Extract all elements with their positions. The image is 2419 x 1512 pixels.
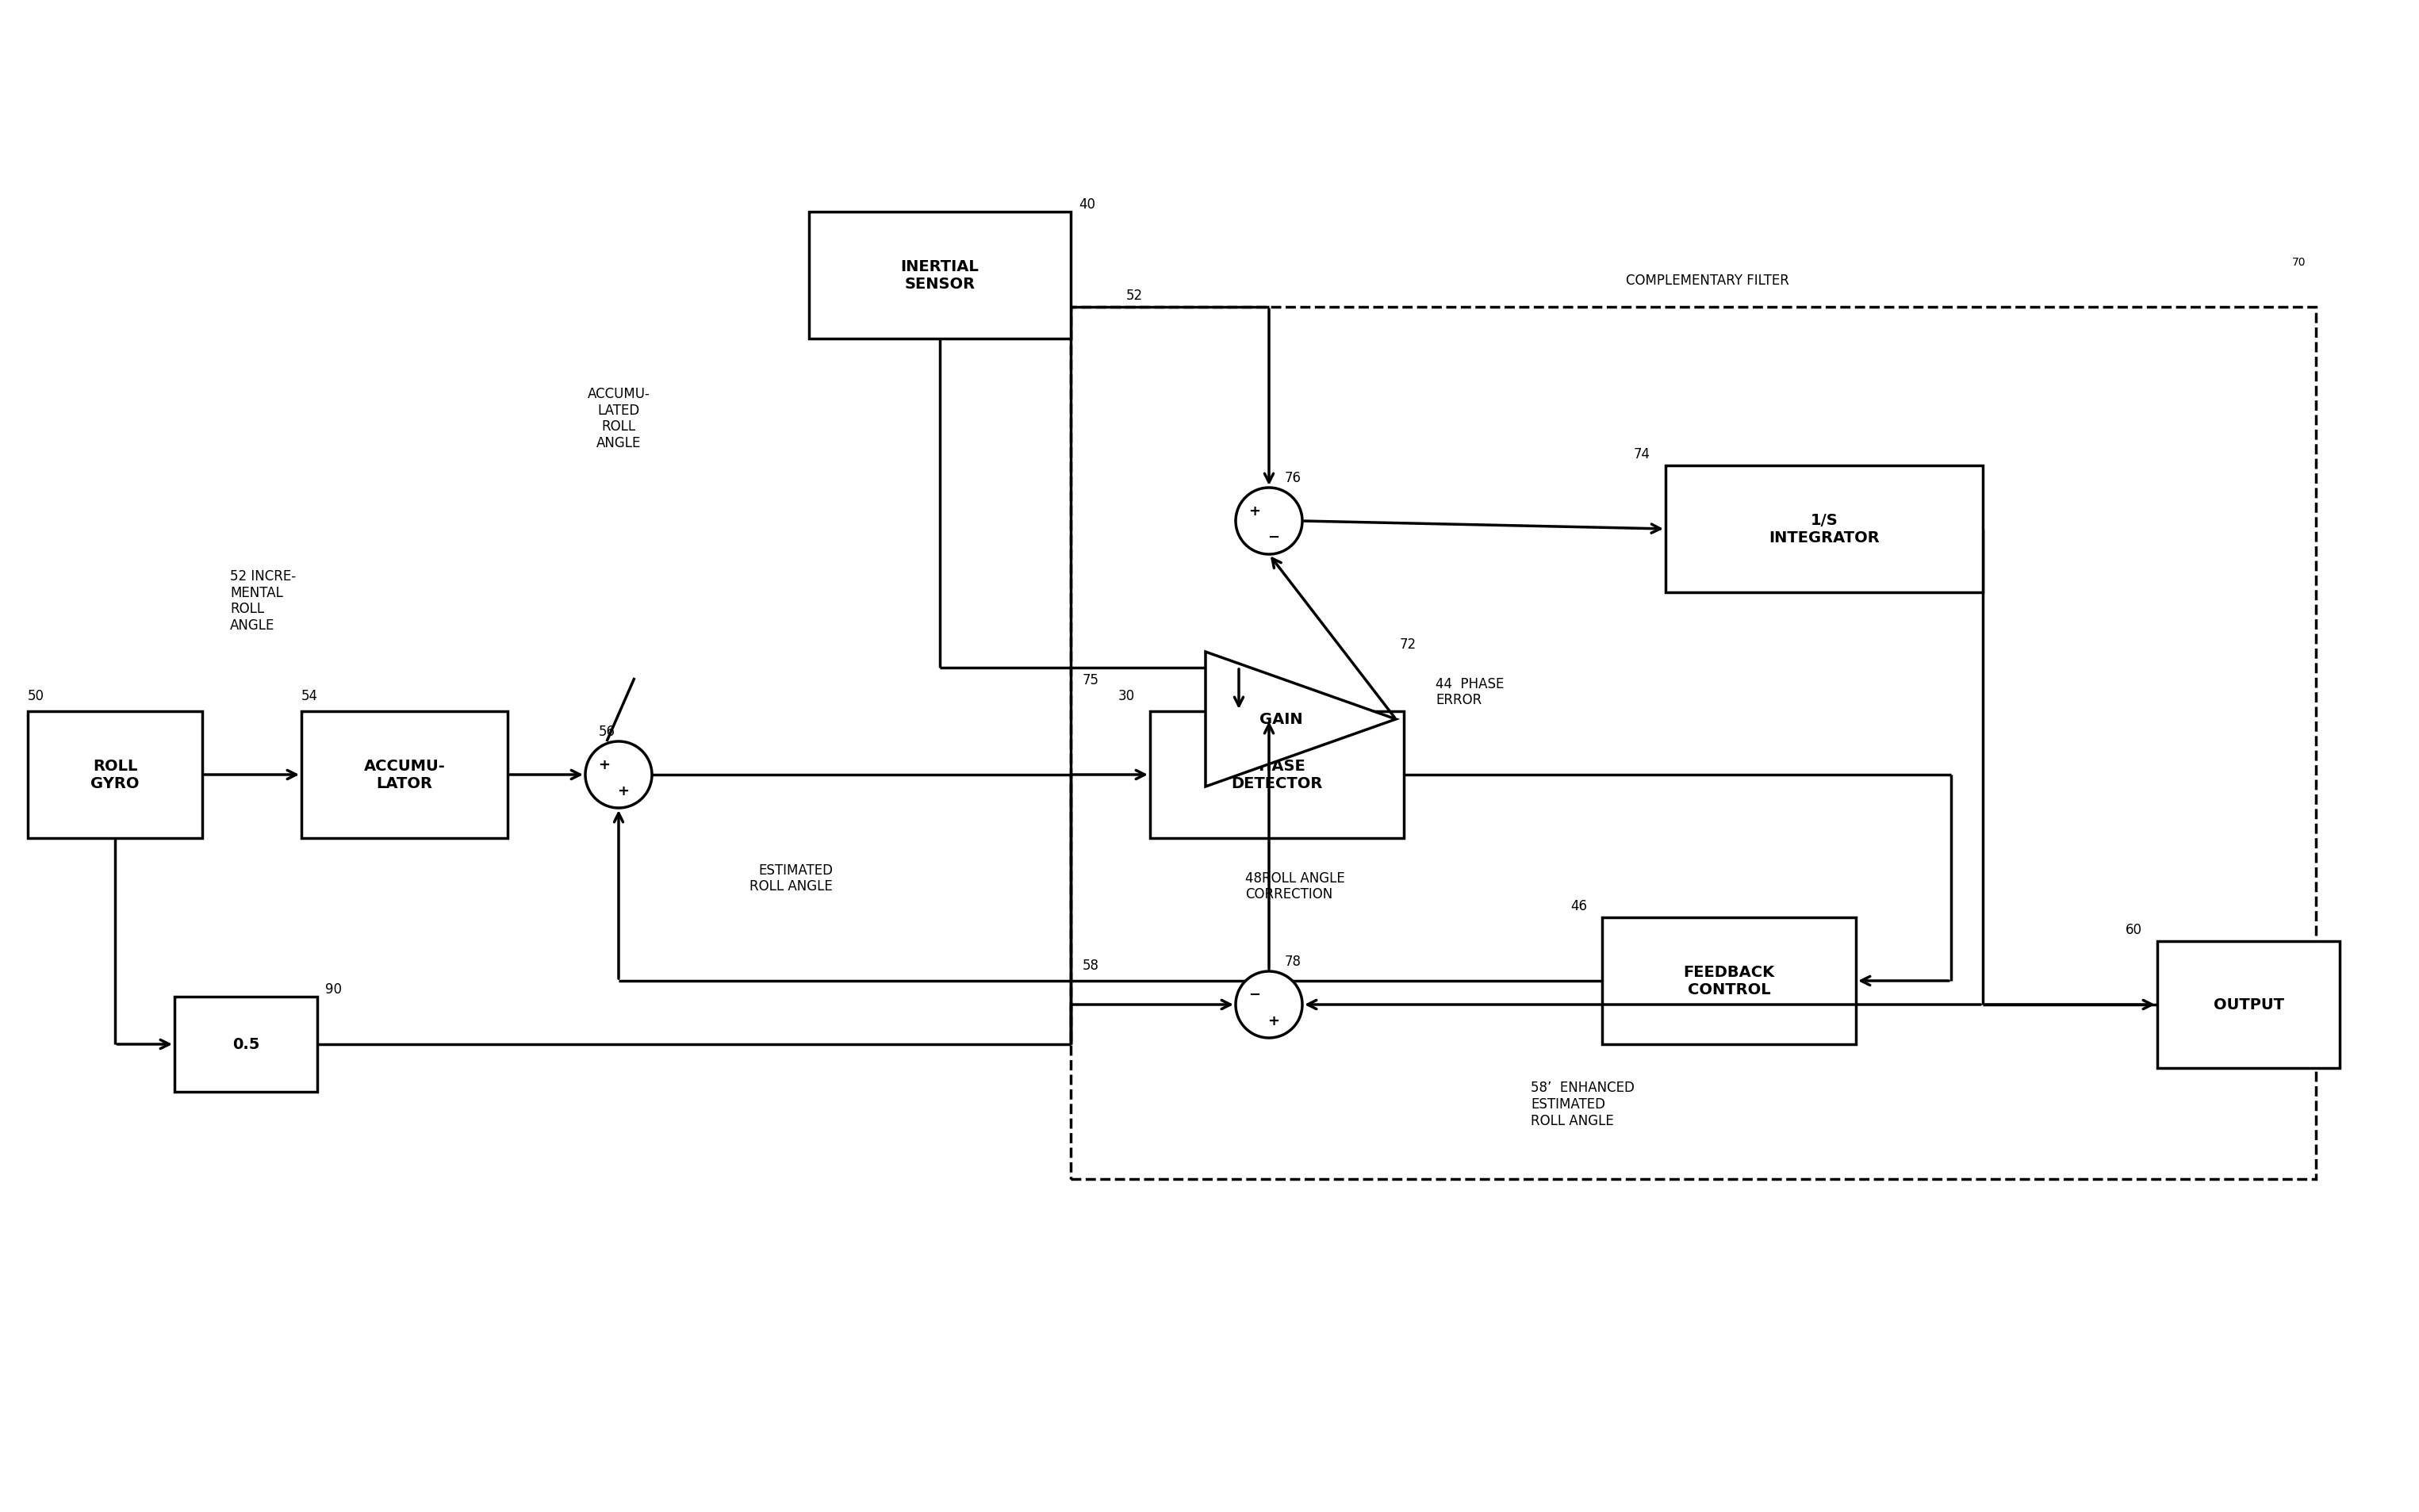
Text: 58’  ENHANCED
ESTIMATED
ROLL ANGLE: 58’ ENHANCED ESTIMATED ROLL ANGLE xyxy=(1531,1080,1635,1128)
Text: +: + xyxy=(1268,1013,1280,1028)
Bar xyxy=(1072,307,2315,1179)
Circle shape xyxy=(1236,972,1301,1039)
Text: FEEDBACK
CONTROL: FEEDBACK CONTROL xyxy=(1684,965,1776,998)
Text: 58: 58 xyxy=(1084,959,1098,972)
Text: 72: 72 xyxy=(1401,637,1418,652)
Text: ROLL
GYRO: ROLL GYRO xyxy=(90,759,140,791)
Bar xyxy=(1667,466,1984,593)
Bar xyxy=(808,212,1072,339)
Text: −: − xyxy=(1248,987,1260,1001)
Text: 75: 75 xyxy=(1084,673,1098,686)
Bar xyxy=(1149,712,1403,839)
Text: INERTIAL
SENSOR: INERTIAL SENSOR xyxy=(900,260,980,292)
Text: 44  PHASE
ERROR: 44 PHASE ERROR xyxy=(1434,676,1505,708)
Text: 1/S
INTEGRATOR: 1/S INTEGRATOR xyxy=(1768,513,1880,546)
Text: 74: 74 xyxy=(1633,448,1650,461)
Text: 46: 46 xyxy=(1570,898,1587,913)
Text: 50: 50 xyxy=(27,688,44,703)
Text: +: + xyxy=(1248,503,1260,519)
Text: 78: 78 xyxy=(1284,954,1301,968)
Text: +: + xyxy=(597,758,610,771)
Text: 48ROLL ANGLE
CORRECTION: 48ROLL ANGLE CORRECTION xyxy=(1246,871,1345,901)
Bar xyxy=(174,996,317,1092)
Bar xyxy=(27,712,203,839)
Text: 0.5: 0.5 xyxy=(232,1037,259,1052)
Text: ACCUMU-
LATOR: ACCUMU- LATOR xyxy=(363,759,445,791)
Text: 52 INCRE-
MENTAL
ROLL
ANGLE: 52 INCRE- MENTAL ROLL ANGLE xyxy=(230,569,295,632)
Text: 76: 76 xyxy=(1284,470,1301,485)
Text: +: + xyxy=(617,783,629,798)
Bar xyxy=(1601,918,1855,1045)
Text: ACCUMU-
LATED
ROLL
ANGLE: ACCUMU- LATED ROLL ANGLE xyxy=(588,387,651,451)
Text: 30: 30 xyxy=(1118,688,1135,703)
Bar xyxy=(302,712,508,839)
Text: 90: 90 xyxy=(324,981,341,996)
Text: OUTPUT: OUTPUT xyxy=(2213,998,2284,1013)
Text: ESTIMATED
ROLL ANGLE: ESTIMATED ROLL ANGLE xyxy=(750,863,832,894)
Text: 54: 54 xyxy=(302,688,317,703)
Text: 40: 40 xyxy=(1079,198,1096,212)
Bar xyxy=(2158,942,2339,1067)
Text: 70: 70 xyxy=(2293,257,2305,268)
Polygon shape xyxy=(1205,652,1396,786)
Text: −: − xyxy=(1268,531,1280,544)
Circle shape xyxy=(1236,488,1301,555)
Circle shape xyxy=(585,742,653,809)
Text: COMPLEMENTARY FILTER: COMPLEMENTARY FILTER xyxy=(1626,274,1790,287)
Text: GAIN: GAIN xyxy=(1260,712,1301,727)
Text: 52: 52 xyxy=(1125,289,1142,302)
Text: 60: 60 xyxy=(2126,922,2143,936)
Text: 56: 56 xyxy=(600,724,614,738)
Text: PHASE
DETECTOR: PHASE DETECTOR xyxy=(1231,759,1323,791)
